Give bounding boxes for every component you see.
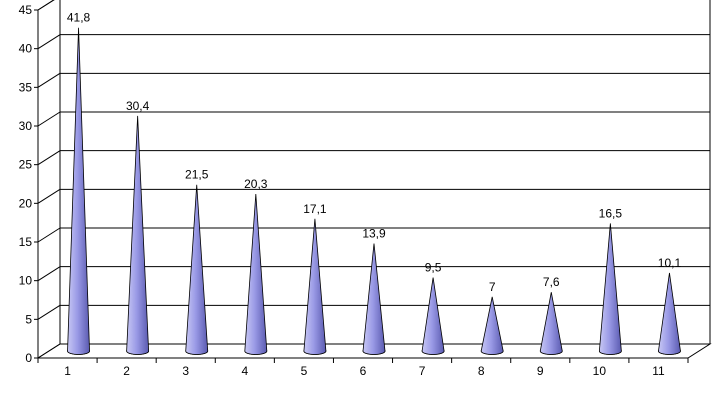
y-tick-label: 40 [19,42,33,56]
back-wall-frame [59,0,711,344]
data-label: 16,5 [599,206,623,220]
gridlines [37,0,710,359]
y-tick-label: 45 [19,3,33,17]
x-tick-label: 3 [182,364,189,378]
x-tick-label: 8 [478,364,485,378]
x-tick-label: 6 [360,364,367,378]
y-tick-label: 0 [25,351,32,365]
data-label: 10,1 [658,256,682,270]
data-label: 7 [489,280,496,294]
data-label: 17,1 [303,202,327,216]
data-label: 41,8 [67,11,91,25]
y-axis-ticks: 0 5 10 15 20 25 30 35 40 45 [19,3,38,365]
y-tick-label: 25 [19,158,33,172]
cone-body [421,277,445,355]
y-axis-top-edge [37,0,55,11]
y-tick-label: 5 [25,312,32,326]
cone-bar [185,184,209,355]
side-wall-gridline [37,150,61,166]
y-tick-label: 10 [19,274,33,288]
y-tick-label: 20 [19,196,33,210]
x-tick-label: 4 [241,364,248,378]
side-wall-gridline [37,266,61,282]
x-tick-label: 9 [537,364,544,378]
cone-body [67,27,90,355]
x-axis-ticks: 1 2 3 4 5 6 7 8 9 10 11 [37,358,689,378]
data-label: 7,6 [543,275,560,289]
data-label: 30,4 [126,99,150,113]
cone-body [598,223,622,355]
side-wall-gridline [37,34,61,50]
cone-bar [539,292,563,355]
cone-bar [598,223,622,355]
cone-body [185,184,209,355]
y-tick-label: 15 [19,235,33,249]
cone-bar [658,272,681,355]
cone-bar [480,296,504,355]
side-wall-gridline [37,343,61,359]
x-tick-label: 1 [64,364,71,378]
cone-bar [303,218,327,355]
cone-body [480,296,504,355]
data-label: 20,3 [244,177,268,191]
cone-body [244,193,268,355]
side-wall-gridline [37,227,61,243]
cone-body [303,218,327,355]
cone-bar [126,115,150,355]
x-tick-label: 10 [593,364,607,378]
x-tick-label: 11 [652,364,665,378]
cone-body [126,115,150,355]
x-tick-label: 2 [123,364,130,378]
cone-bar [421,277,445,355]
cone-bar [67,27,90,355]
side-wall-gridline [37,111,61,127]
cone-body [362,243,386,355]
x-tick-label: 5 [301,364,308,378]
y-tick-label: 30 [19,119,33,133]
cone-bar [362,243,386,355]
x-tick-label: 7 [419,364,426,378]
data-label: 9,5 [425,261,442,275]
cone-bars [67,27,681,355]
cone-body [658,272,681,355]
axes [37,0,688,359]
data-label: 21,5 [185,168,209,182]
cone-body [539,292,563,355]
y-tick-label: 35 [19,80,33,94]
cone-bar [244,193,268,355]
side-wall-gridline [37,188,61,204]
data-label: 13,9 [362,227,386,241]
side-wall-gridline [37,304,61,320]
side-wall-gridline [37,0,55,11]
side-wall-gridline [37,72,61,88]
data-labels: 41,8 30,4 21,5 20,3 17,1 13,9 9,5 7 7,6 16,5 10,1 [67,11,682,294]
